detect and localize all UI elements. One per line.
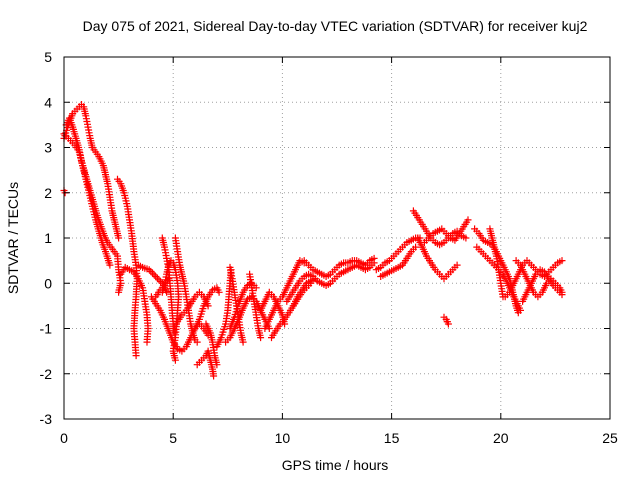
y-tick-label: 1	[44, 230, 52, 246]
data-track	[60, 130, 114, 269]
data-point	[143, 338, 151, 346]
data-track	[191, 284, 223, 332]
y-tick-label: 5	[44, 49, 52, 65]
y-axis-label: SDTVAR / TECUs	[5, 182, 21, 294]
data-point	[193, 338, 201, 346]
data-point	[464, 216, 472, 224]
data-track	[440, 313, 452, 328]
data-point	[115, 288, 123, 296]
x-tick-label: 15	[384, 430, 400, 446]
data-point	[558, 257, 566, 265]
y-tick-label: 4	[44, 94, 52, 110]
data-point	[115, 234, 123, 242]
x-axis-label: GPS time / hours	[282, 457, 389, 473]
x-tick-label: 0	[60, 430, 68, 446]
data-point	[153, 274, 161, 282]
data-track	[261, 257, 308, 332]
data-point	[147, 267, 155, 275]
data-point	[517, 306, 524, 314]
chart-title: Day 075 of 2021, Sidereal Day-to-day VTE…	[83, 18, 588, 34]
data-track	[134, 261, 171, 296]
data-point	[149, 269, 156, 277]
data-point	[171, 356, 179, 364]
data-point	[145, 266, 153, 274]
grid-layer	[64, 57, 610, 419]
data-point	[215, 288, 223, 296]
data-track	[114, 175, 141, 360]
data-track	[60, 187, 69, 197]
y-tick-label: -3	[40, 411, 53, 427]
data-point	[443, 318, 451, 326]
data-point	[106, 261, 114, 269]
data-track	[300, 254, 378, 280]
data-point	[155, 276, 163, 284]
data-point	[132, 352, 140, 360]
y-tick-label: -2	[40, 366, 53, 382]
data-point	[239, 338, 247, 346]
data-track	[519, 266, 566, 305]
data-point	[462, 234, 470, 242]
y-tick-label: 3	[44, 140, 52, 156]
data-point	[150, 271, 158, 279]
data-track	[246, 270, 265, 342]
data-track	[420, 216, 472, 246]
data-point	[210, 372, 218, 380]
y-tick-label: 0	[44, 275, 52, 291]
data-point	[412, 243, 420, 251]
data-track	[193, 347, 218, 380]
data-point	[453, 261, 461, 269]
data-point	[152, 273, 160, 280]
data-track	[62, 114, 125, 296]
x-tick-label: 20	[493, 430, 509, 446]
data-point	[311, 275, 319, 283]
x-tick-label: 10	[275, 430, 291, 446]
y-tick-label: 2	[44, 185, 52, 201]
data-track	[289, 275, 319, 310]
data-track	[372, 234, 424, 274]
data-track	[377, 243, 420, 280]
data-track	[202, 320, 221, 369]
data-track	[117, 263, 152, 346]
data-track	[486, 225, 507, 301]
y-tick-label: -1	[40, 321, 53, 337]
data-track	[283, 259, 378, 305]
x-tick-label: 5	[169, 430, 177, 446]
data-point	[165, 275, 173, 283]
data-track	[158, 234, 178, 337]
points-layer	[60, 101, 566, 380]
data-point	[558, 291, 566, 299]
data-point	[157, 278, 165, 286]
data-track	[414, 234, 461, 283]
ticks-layer: 0 5 10 15 20 25 -3 -2 -1 0 1 2 3 4 5	[40, 49, 618, 446]
data-point	[257, 334, 265, 342]
data-point	[213, 361, 221, 369]
x-tick-label: 25	[602, 430, 618, 446]
data-point	[370, 254, 378, 262]
